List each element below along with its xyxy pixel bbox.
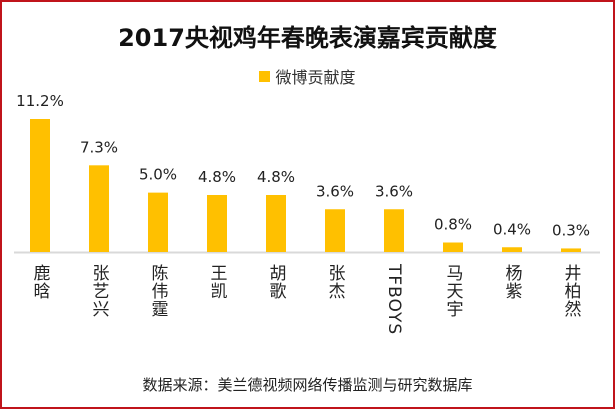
x-tick-label: 陈伟霆 [147,264,168,318]
data-label: 0.8% [434,216,472,234]
x-tick-label: 杨紫 [501,264,522,300]
x-tick-label: 鹿晗 [29,264,50,300]
data-label: 11.2% [16,92,64,110]
data-source-note: 数据来源：美兰德视频网络传播监测与研究数据库 [142,376,473,394]
x-tick-label: 马天宇 [442,264,463,318]
x-tick-label: TFBOYS [384,264,404,336]
data-label: 4.8% [198,168,236,186]
data-label: 5.0% [139,166,177,184]
x-tick-label: 井柏然 [560,264,581,318]
x-tick-label: 胡歌 [265,264,286,300]
x-tick-label: 王凯 [206,264,227,300]
x-tick-label: 张杰 [324,264,345,300]
data-label: 0.4% [493,220,531,238]
legend: 微博贡献度 [2,64,613,88]
legend-swatch [259,70,271,82]
data-label: 3.6% [375,182,413,200]
bar-8 [502,247,522,252]
bar-9 [561,248,581,252]
chart-title: 2017央视鸡年春晚表演嘉宾贡献度 [118,24,497,52]
bar-6 [384,209,404,252]
bar-3 [207,195,227,252]
bar-2 [148,192,168,252]
x-tick-label: 张艺兴 [88,264,109,318]
data-label: 7.3% [80,138,118,156]
bar-4 [266,195,286,252]
bar-5 [325,209,345,252]
legend-label: 微博贡献度 [275,68,356,87]
data-label: 0.3% [552,221,590,239]
data-label: 4.8% [257,168,295,186]
bar-0 [30,119,50,252]
data-label: 3.6% [316,182,354,200]
bar-1 [89,165,109,252]
bar-7 [443,242,463,252]
